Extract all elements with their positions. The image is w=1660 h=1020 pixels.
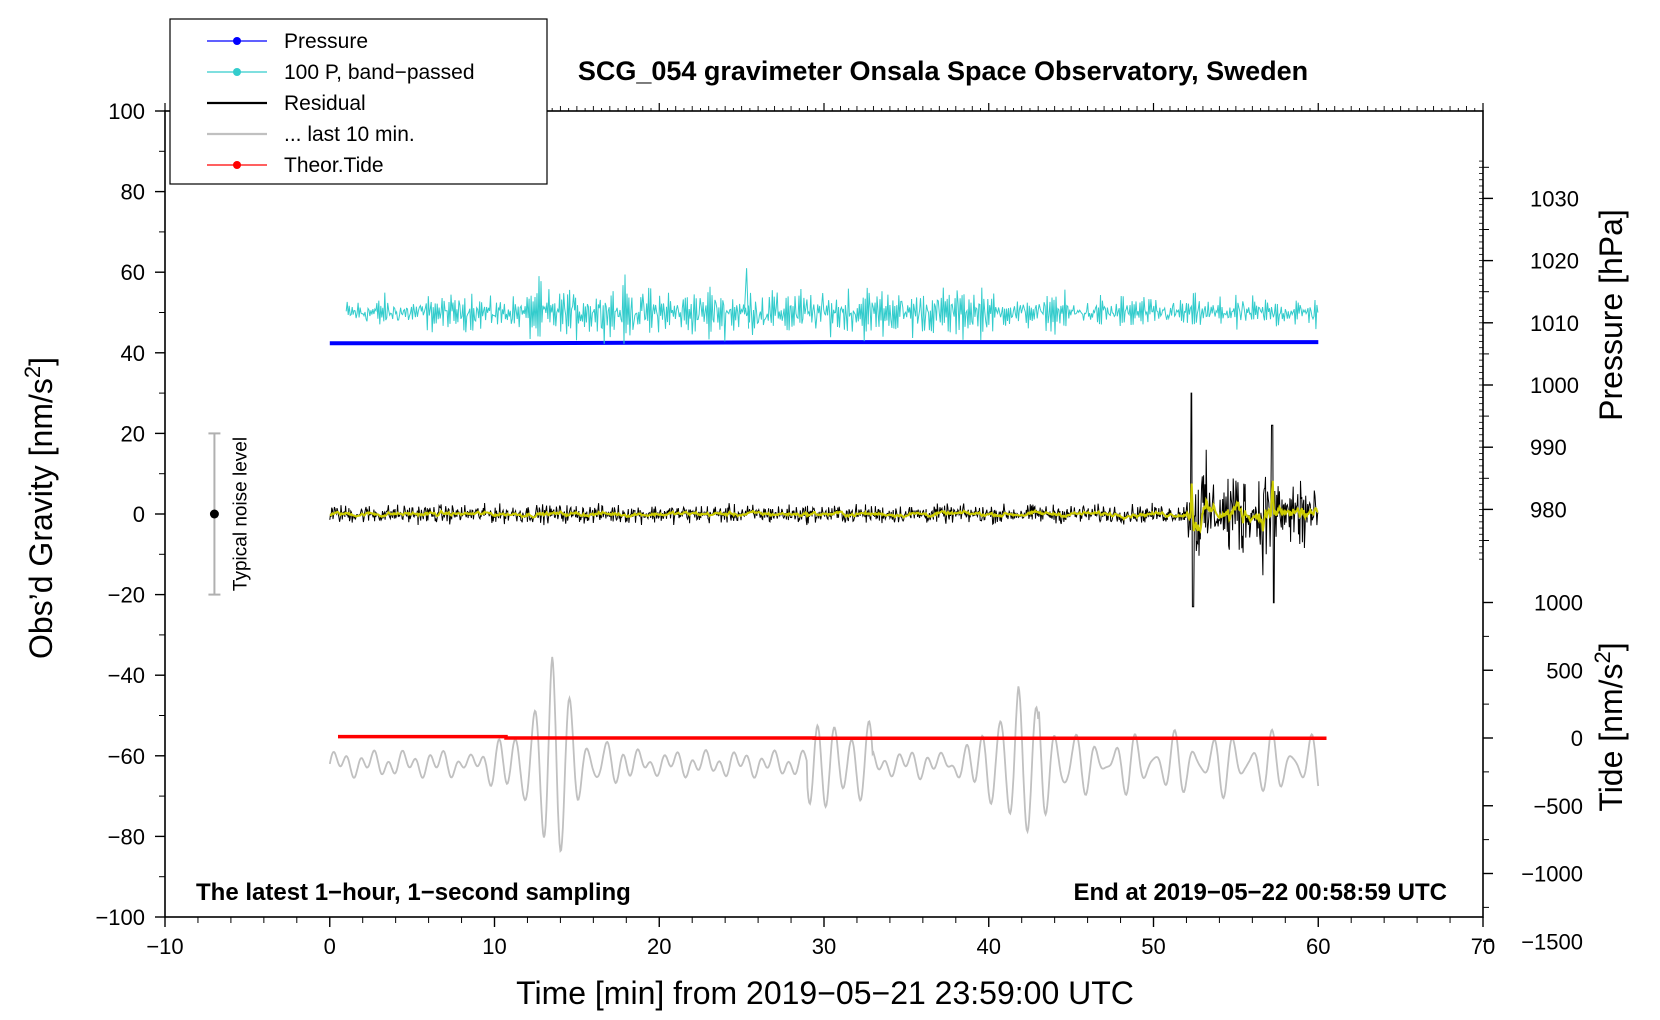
series-pressure-bandpassed-spike (744, 268, 750, 329)
y-axis-ticks-tide: 1000 500 0 −500 −1000 −1500 (1483, 591, 1583, 954)
y-tick-label: 20 (121, 421, 145, 446)
legend-label: ... last 10 min. (284, 123, 415, 146)
y-axis-title-gravity-text: Obs’d Gravity [nm/s (23, 378, 59, 659)
y-tick-label: −80 (108, 824, 145, 849)
y-axis-title-gravity-close: ] (23, 357, 59, 366)
y-tick-label: −60 (108, 744, 145, 769)
x-axis-ticks: −10 0 10 20 30 40 50 60 70 (146, 103, 1495, 959)
pressure-tick-label: 1010 (1530, 311, 1579, 336)
legend-label: Theor.Tide (284, 154, 384, 177)
y-axis-ticks-pressure: 1030 1020 1010 1000 990 980 (1479, 160, 1579, 560)
y-axis-title-tide-close: ] (1593, 642, 1629, 651)
x-tick-label: 30 (812, 934, 836, 959)
x-tick-label: 60 (1306, 934, 1330, 959)
y-axis-ticks-gravity: 100 80 60 40 20 0 −20 −40 −60 −80 −100 (95, 99, 165, 930)
x-tick-label: 10 (482, 934, 506, 959)
x-tick-label: −10 (146, 934, 183, 959)
tide-tick-label: −1500 (1521, 929, 1583, 954)
y-axis-title-pressure: Pressure [hPa] (1593, 209, 1629, 421)
legend-label: 100 P, band−passed (284, 61, 475, 84)
tide-tick-label: 500 (1546, 658, 1583, 683)
series-layer (328, 268, 1327, 854)
x-tick-label: 50 (1141, 934, 1165, 959)
legend: Pressure 100 P, band−passed Residual ... la… (169, 18, 548, 185)
series-last-10-min (328, 656, 1320, 854)
annotation-end-time: End at 2019−05−22 00:58:59 UTC (1073, 879, 1447, 906)
noise-level-indicator: Typical noise level (208, 432, 251, 596)
pressure-tick-label: 1000 (1530, 373, 1579, 398)
legend-marker (233, 68, 241, 76)
x-tick-label: 40 (977, 934, 1001, 959)
y-axis-title-gravity-sup: 2 (20, 366, 45, 378)
y-axis-title-tide-sup: 2 (1590, 651, 1615, 663)
pressure-tick-label: 980 (1530, 497, 1567, 522)
plot-frame (164, 110, 1484, 918)
noise-center-dot (209, 509, 219, 519)
chart-title: SCG_054 gravimeter Onsala Space Observat… (578, 56, 1308, 86)
tide-tick-label: 1000 (1534, 591, 1583, 616)
series-pressure (329, 340, 1319, 346)
y-tick-label: 80 (121, 180, 145, 205)
series-theor-tide (338, 734, 1327, 741)
annotation-sampling: The latest 1−hour, 1−second sampling (196, 879, 631, 906)
pressure-tick-label: 990 (1530, 435, 1567, 460)
y-tick-label: 0 (133, 502, 145, 527)
tide-tick-label: 0 (1571, 726, 1583, 751)
legend-label: Residual (284, 92, 366, 115)
y-tick-label: 40 (121, 341, 145, 366)
y-tick-label: −100 (95, 905, 145, 930)
series-residual-smoothed (329, 480, 1319, 534)
x-tick-label: 70 (1471, 934, 1495, 959)
legend-marker (233, 37, 241, 45)
pressure-tick-label: 1020 (1530, 249, 1579, 274)
y-axis-title-tide-text: Tide [nm/s (1593, 663, 1629, 811)
y-tick-label: −20 (108, 583, 145, 608)
legend-box (169, 18, 548, 185)
legend-marker (233, 161, 241, 169)
pressure-tick-label: 1030 (1530, 186, 1579, 211)
x-axis-title: Time [min] from 2019−05−21 23:59:00 UTC (516, 975, 1134, 1011)
y-axis-title-gravity: Obs’d Gravity [nm/s2] (20, 357, 59, 659)
series-pressure-bandpassed (345, 274, 1319, 344)
y-tick-label: −40 (108, 663, 145, 688)
x-tick-label: 0 (324, 934, 336, 959)
x-tick-label: 20 (647, 934, 671, 959)
noise-level-label: Typical noise level (230, 437, 251, 591)
tide-tick-label: −1000 (1521, 862, 1583, 887)
y-tick-label: 60 (121, 260, 145, 285)
tide-tick-label: −500 (1533, 794, 1583, 819)
y-axis-title-tide: Tide [nm/s2] (1590, 642, 1629, 811)
y-tick-label: 100 (108, 99, 145, 124)
legend-label: Pressure (284, 30, 368, 53)
